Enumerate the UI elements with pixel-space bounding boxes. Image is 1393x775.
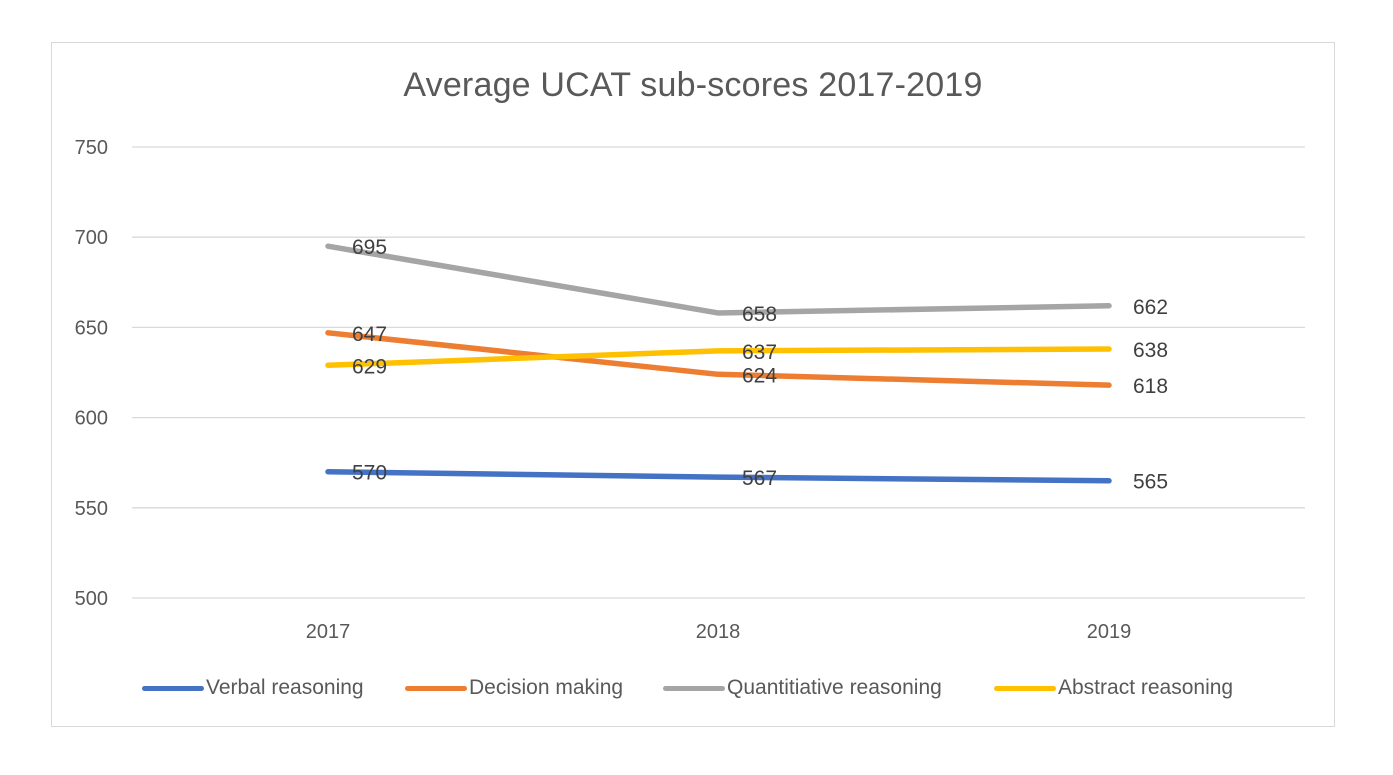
chart-title: Average UCAT sub-scores 2017-2019 bbox=[403, 66, 983, 104]
data-label-quantitative-2017: 695 bbox=[352, 236, 387, 259]
data-label-verbal-2018: 567 bbox=[742, 467, 777, 490]
data-label-abstract-2019: 638 bbox=[1133, 339, 1168, 362]
data-label-decision-2019: 618 bbox=[1133, 375, 1168, 398]
data-label-decision-2018: 624 bbox=[742, 364, 777, 387]
data-label-verbal-2019: 565 bbox=[1133, 471, 1168, 494]
x-tick-label-2018: 2018 bbox=[696, 621, 741, 643]
y-tick-label-700: 700 bbox=[75, 227, 108, 249]
x-tick-label-2017: 2017 bbox=[306, 621, 351, 643]
y-tick-label-750: 750 bbox=[75, 137, 108, 159]
legend-label-decision: Decision making bbox=[469, 676, 624, 699]
series-line-verbal bbox=[325, 468, 1112, 484]
y-tick-label-650: 650 bbox=[75, 317, 108, 339]
legend-label-abstract: Abstract reasoning bbox=[1058, 676, 1234, 699]
legend-swatch-abstract bbox=[994, 685, 1056, 691]
legend-item-decision[interactable]: Decision making bbox=[405, 674, 623, 702]
series-line-abstract bbox=[325, 346, 1112, 369]
chart-legend: Verbal reasoning Decision making Quantit… bbox=[0, 674, 1393, 702]
y-tick-label-600: 600 bbox=[75, 408, 108, 430]
x-tick-label-2019: 2019 bbox=[1087, 621, 1132, 643]
chart-frame bbox=[51, 42, 1335, 727]
series-line-decision bbox=[325, 330, 1112, 388]
legend-item-abstract[interactable]: Abstract reasoning bbox=[994, 674, 1233, 702]
legend-swatch-decision bbox=[405, 685, 467, 691]
data-label-verbal-2017: 570 bbox=[352, 462, 387, 485]
data-label-quantitative-2018: 658 bbox=[742, 303, 777, 326]
data-label-decision-2017: 647 bbox=[352, 323, 387, 346]
legend-label-verbal: Verbal reasoning bbox=[206, 676, 364, 699]
data-label-abstract-2018: 637 bbox=[742, 341, 777, 364]
y-tick-label-500: 500 bbox=[75, 588, 108, 610]
data-label-quantitative-2019: 662 bbox=[1133, 296, 1168, 319]
legend-swatch-quantitative bbox=[663, 685, 725, 691]
series-line-quantitative bbox=[325, 243, 1112, 316]
legend-label-quantitative: Quantitiative reasoning bbox=[727, 676, 942, 699]
legend-item-quantitative[interactable]: Quantitiative reasoning bbox=[663, 674, 942, 702]
y-tick-label-550: 550 bbox=[75, 498, 108, 520]
legend-swatch-verbal bbox=[142, 685, 204, 691]
legend-item-verbal[interactable]: Verbal reasoning bbox=[142, 674, 364, 702]
data-label-abstract-2017: 629 bbox=[352, 355, 387, 378]
